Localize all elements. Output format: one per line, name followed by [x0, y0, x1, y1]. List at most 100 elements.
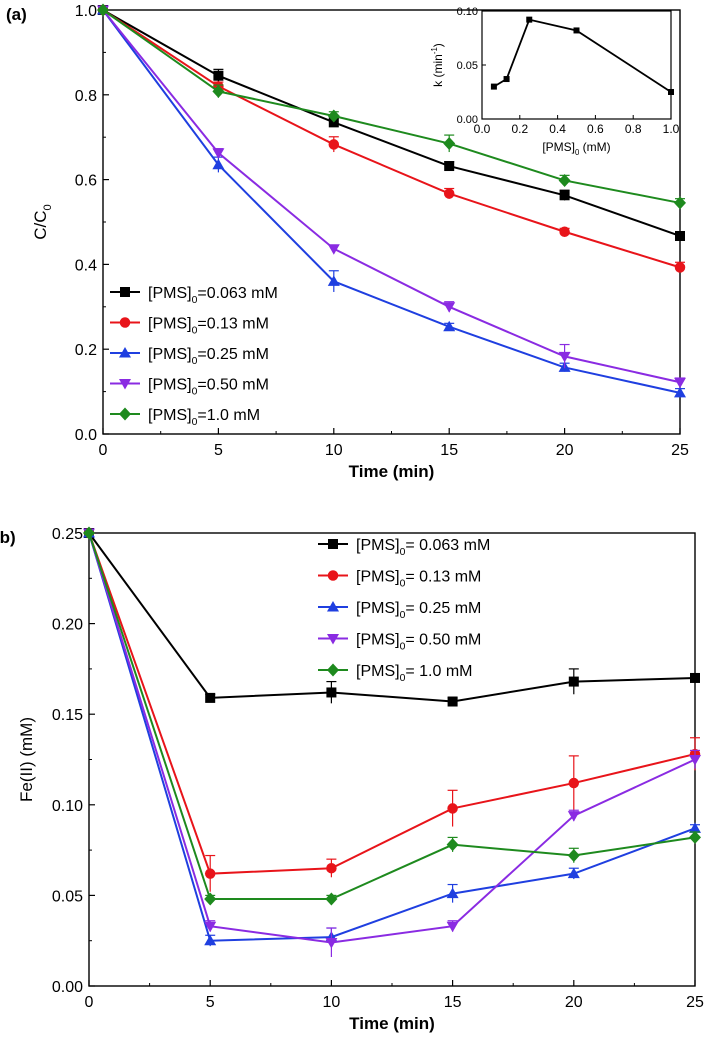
- legend-item-4: [PMS]0=1.0 mM: [110, 407, 260, 428]
- legend-marker: [327, 601, 339, 612]
- y-tick-label: 0.05: [52, 888, 83, 905]
- data-point: [559, 226, 570, 238]
- y-axis-label-part: C/C: [31, 210, 50, 239]
- data-point: [83, 526, 95, 540]
- data-point: [675, 230, 685, 241]
- data-point: [325, 938, 338, 949]
- series-4: [83, 526, 701, 906]
- data-point: [443, 320, 456, 332]
- series-4: [97, 3, 686, 210]
- series-line: [102, 9, 681, 204]
- x-axis-label: Time (min): [349, 1014, 435, 1033]
- legend-label: [PMS]0=1.0 mM: [148, 407, 260, 428]
- legend-label-part: 0: [400, 547, 406, 558]
- x-tick-label: 10: [323, 994, 341, 1011]
- legend-label-part: 0: [400, 673, 406, 684]
- data-point: [204, 921, 217, 933]
- data-point: [446, 921, 459, 933]
- inset-x-axis-label-part: 0: [575, 148, 580, 157]
- legend-item-0: [PMS]0=0.063 mM: [110, 285, 278, 306]
- series-line: [102, 9, 681, 394]
- legend-label: [PMS]0=0.50 mM: [148, 377, 269, 398]
- series-line: [88, 532, 696, 703]
- legend-marker: [327, 570, 339, 581]
- legend-label: [PMS]0= 0.13 mM: [356, 569, 481, 590]
- series-3: [83, 528, 701, 958]
- data-point: [443, 302, 456, 313]
- legend-label-part: =0.063 mM: [197, 285, 277, 302]
- inset-y-axis-label-part: -1: [430, 47, 439, 54]
- legend-label-part: 0: [400, 642, 406, 653]
- inset-data-point: [503, 76, 510, 83]
- legend-marker: [119, 347, 131, 358]
- y-tick-label: 0.00: [52, 979, 83, 996]
- legend-label-part: =0.25 mM: [197, 346, 269, 363]
- legend-marker: [328, 539, 338, 549]
- legend-item-1: [PMS]0= 0.13 mM: [318, 569, 481, 590]
- y-tick-label: 0.0: [75, 427, 97, 444]
- x-tick-label: 10: [325, 442, 343, 459]
- legend-marker: [327, 634, 339, 645]
- data-point: [213, 70, 224, 81]
- inset-y-tick-label: 0.05: [457, 60, 478, 72]
- legend-label-part: [PMS]: [356, 569, 400, 586]
- data-point: [204, 892, 217, 906]
- legend-label-part: 0: [192, 295, 198, 306]
- legend-label-part: [PMS]: [148, 346, 192, 363]
- x-tick-label: 20: [556, 442, 574, 459]
- inset-y-tick-label: 0.00: [457, 114, 478, 126]
- legend-label-part: 0: [192, 326, 198, 337]
- data-point: [212, 158, 225, 170]
- legend-item-3: [PMS]0=0.50 mM: [110, 377, 269, 398]
- legend-item-0: [PMS]0= 0.063 mM: [318, 537, 490, 558]
- data-point: [447, 696, 458, 707]
- x-axis-label: Time (min): [349, 462, 435, 481]
- legend-label: [PMS]0=0.13 mM: [148, 316, 269, 337]
- legend-label-part: = 0.50 mM: [405, 632, 481, 649]
- data-point: [689, 755, 701, 766]
- legend-label-part: = 0.25 mM: [405, 600, 481, 617]
- data-point: [567, 867, 580, 879]
- data-point: [559, 190, 570, 201]
- legend-label-part: = 0.13 mM: [405, 569, 481, 586]
- legend-label: [PMS]0=0.063 mM: [148, 285, 278, 306]
- legend-item-2: [PMS]0=0.25 mM: [110, 346, 269, 367]
- data-point: [674, 377, 686, 389]
- y-axis-label-part: 0: [42, 204, 54, 210]
- inset-y-tick-label: 0.10: [457, 6, 478, 18]
- panel-label: (b): [0, 528, 16, 547]
- data-point: [689, 822, 701, 833]
- x-tick-label: 25: [686, 994, 704, 1011]
- data-point: [204, 934, 217, 946]
- inset-x-axis-label: [PMS]0 (mM): [542, 140, 610, 157]
- inset-y-axis-label: k (min-1): [430, 43, 445, 87]
- inset-frame: [481, 10, 672, 120]
- x-tick-label: 20: [565, 994, 583, 1011]
- y-tick-label: 0.10: [52, 798, 83, 815]
- legend-label: [PMS]0= 1.0 mM: [356, 663, 472, 684]
- legend-item-1: [PMS]0=0.13 mM: [110, 316, 269, 337]
- data-point: [568, 676, 579, 687]
- data-point: [325, 892, 338, 906]
- data-point: [327, 275, 340, 286]
- x-tick-label: 0: [85, 994, 94, 1011]
- legend-label-part: 0: [192, 417, 198, 428]
- data-point: [674, 386, 686, 398]
- panel-label: (a): [6, 5, 27, 24]
- data-point: [204, 868, 216, 879]
- series-3: [97, 5, 686, 389]
- inset-x-axis-label-part: [PMS]: [542, 140, 575, 154]
- y-axis-label: C/C0: [31, 204, 54, 239]
- legend-label-part: [PMS]: [148, 285, 192, 302]
- legend-label-part: =0.50 mM: [197, 377, 269, 394]
- y-tick-label: 0.15: [52, 707, 83, 724]
- legend-label-part: 0: [192, 356, 198, 367]
- data-point: [326, 862, 337, 874]
- data-point: [447, 803, 458, 814]
- legend-item-4: [PMS]0= 1.0 mM: [318, 663, 472, 684]
- data-point: [444, 161, 455, 172]
- data-point: [212, 84, 225, 98]
- y-tick-label: 0.8: [75, 88, 97, 105]
- inset-data-point: [573, 27, 580, 34]
